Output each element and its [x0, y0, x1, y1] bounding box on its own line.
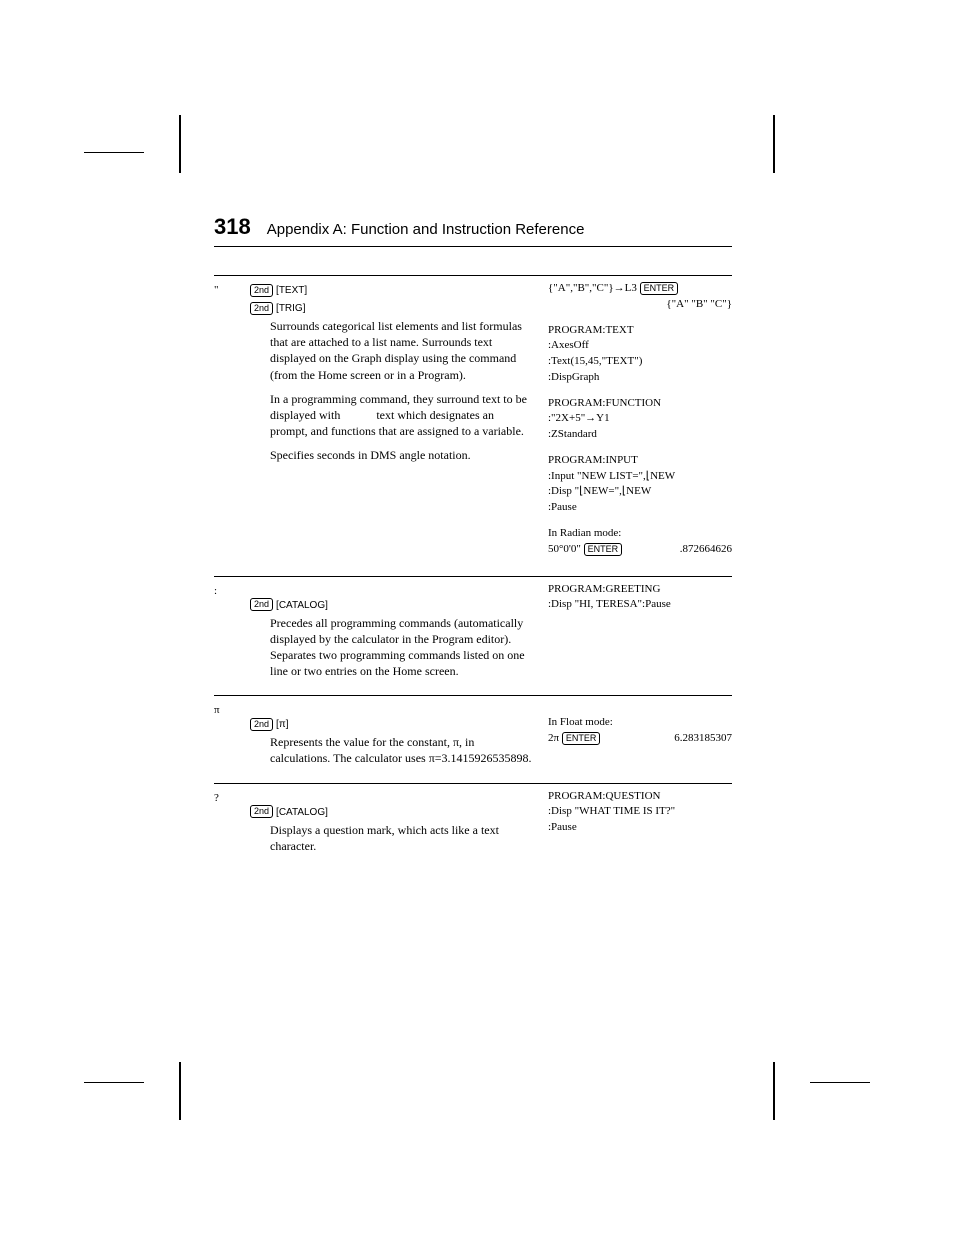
desc-paragraph: Displays a question mark, which acts lik…	[270, 822, 536, 854]
key-label: π	[279, 719, 286, 730]
example-block: PROGRAM:TEXT :AxesOff :Text(15,45,"TEXT"…	[548, 324, 732, 385]
example-row: 2π ENTER 6.283185307	[548, 732, 732, 745]
second-key-icon: 2nd	[250, 598, 273, 611]
second-key-icon: 2nd	[250, 284, 273, 297]
entry-middle: 2nd [CATALOG] Displays a question mark, …	[250, 790, 548, 862]
second-key-icon: 2nd	[250, 718, 273, 731]
entry-question: ? 2nd [CATALOG] Displays a question mark…	[214, 783, 732, 862]
entry-examples: PROGRAM:GREETING :Disp "HI, TERESA":Paus…	[548, 583, 732, 688]
example-output: {"A" "B" "C"}	[548, 298, 732, 312]
desc-paragraph: Represents the value for the constant, π…	[270, 734, 536, 766]
example-input: 50°0'0" ENTER	[548, 543, 622, 556]
crop-mark	[179, 1062, 181, 1120]
page-title: Appendix A: Function and Instruction Ref…	[267, 221, 585, 238]
entry-description: Precedes all programming commands (autom…	[270, 615, 536, 680]
desc-paragraph: Precedes all programming commands (autom…	[270, 615, 536, 680]
example-block: In Float mode: 2π ENTER 6.283185307	[548, 716, 732, 745]
program-title: PROGRAM:INPUT	[548, 454, 732, 468]
key-sequence: 2nd [TEXT]	[250, 282, 536, 297]
desc-text: prompt, and functions that are assigned …	[270, 424, 524, 438]
desc-paragraph: Surrounds categorical list elements and …	[270, 318, 536, 383]
crop-mark	[773, 115, 775, 173]
example-block: PROGRAM:INPUT :Input "NEW LIST=",⌊NEW :D…	[548, 454, 732, 515]
enter-key-icon: ENTER	[640, 282, 679, 295]
program-line: :Pause	[548, 821, 732, 835]
example-output: 6.283185307	[674, 732, 732, 744]
entry-colon: : 2nd [CATALOG] Precedes all programming…	[214, 576, 732, 688]
program-title: PROGRAM:TEXT	[548, 324, 732, 338]
program-line: :Disp "WHAT TIME IS IT?"	[548, 805, 732, 819]
example-row: 50°0'0" ENTER .872664626	[548, 543, 732, 556]
mode-label: In Radian mode:	[548, 527, 732, 541]
key-label: TRIG	[279, 303, 303, 314]
crop-mark	[84, 1082, 144, 1083]
key-sequence: 2nd [π]	[250, 716, 536, 731]
desc-text: text which designates an	[376, 408, 494, 422]
entry-description: Surrounds categorical list elements and …	[270, 318, 536, 464]
entry-pi: π 2nd [π] Represents the value for the c…	[214, 695, 732, 774]
key-sequence: 2nd [TRIG]	[250, 300, 536, 315]
crop-mark	[773, 1062, 775, 1120]
entry-description: Represents the value for the constant, π…	[270, 734, 536, 766]
program-line: :AxesOff	[548, 339, 732, 353]
example-input: 2π ENTER	[548, 732, 600, 745]
page-content: 318 Appendix A: Function and Instruction…	[214, 214, 732, 870]
example-block: {"A","B","C"}→L3 ENTER {"A" "B" "C"}	[548, 282, 732, 312]
example-line: {"A","B","C"}→L3 ENTER	[548, 282, 732, 296]
key-bracket: ]	[325, 806, 328, 817]
enter-key-icon: ENTER	[562, 732, 601, 745]
program-line: :Input "NEW LIST=",⌊NEW	[548, 470, 732, 484]
program-title: PROGRAM:QUESTION	[548, 790, 732, 804]
mode-label: In Float mode:	[548, 716, 732, 730]
key-sequence: 2nd [CATALOG]	[250, 804, 536, 819]
key-bracket: ]	[325, 599, 328, 610]
entry-middle: 2nd [π] Represents the value for the con…	[250, 702, 548, 774]
key-sequence: 2nd [CATALOG]	[250, 597, 536, 612]
entry-examples: In Float mode: 2π ENTER 6.283185307	[548, 702, 732, 774]
program-line: :DispGraph	[548, 371, 732, 385]
entry-symbol: :	[214, 583, 250, 688]
key-label: TEXT	[279, 285, 305, 296]
enter-key-icon: ENTER	[584, 543, 623, 556]
program-title: PROGRAM:FUNCTION	[548, 397, 732, 411]
example-text: 50°0'0"	[548, 543, 581, 555]
crop-mark	[810, 1082, 870, 1083]
second-key-icon: 2nd	[250, 302, 273, 315]
entry-middle: 2nd [CATALOG] Precedes all programming c…	[250, 583, 548, 688]
program-line: :ZStandard	[548, 428, 732, 442]
entry-symbol: π	[214, 702, 250, 774]
crop-mark	[84, 152, 144, 153]
page-header: 318 Appendix A: Function and Instruction…	[214, 214, 732, 247]
crop-mark	[179, 115, 181, 173]
key-bracket: ]	[303, 303, 306, 314]
desc-paragraph: In a programming command, they surround …	[270, 391, 536, 440]
entry-middle: 2nd [TEXT] 2nd [TRIG] Surrounds categori…	[250, 282, 548, 568]
program-line: :Disp "⌊NEW=",⌊NEW	[548, 485, 732, 499]
example-block: In Radian mode: 50°0'0" ENTER .872664626	[548, 527, 732, 556]
example-text: 2π	[548, 732, 559, 744]
example-input: {"A","B","C"}→L3	[548, 282, 637, 294]
key-label: CATALOG	[279, 599, 325, 610]
program-title: PROGRAM:GREETING	[548, 583, 732, 597]
example-block: PROGRAM:QUESTION :Disp "WHAT TIME IS IT?…	[548, 790, 732, 835]
desc-paragraph: Specifies seconds in DMS angle notation.	[270, 447, 536, 463]
second-key-icon: 2nd	[250, 805, 273, 818]
entry-examples: {"A","B","C"}→L3 ENTER {"A" "B" "C"} PRO…	[548, 282, 732, 568]
entry-symbol: "	[214, 282, 250, 568]
entry-quote: " 2nd [TEXT] 2nd [TRIG] Surrounds catego…	[214, 275, 732, 568]
entry-description: Displays a question mark, which acts lik…	[270, 822, 536, 854]
program-line: :Pause	[548, 501, 732, 515]
program-line: :"2X+5"→Y1	[548, 412, 732, 426]
entry-examples: PROGRAM:QUESTION :Disp "WHAT TIME IS IT?…	[548, 790, 732, 862]
example-block: PROGRAM:FUNCTION :"2X+5"→Y1 :ZStandard	[548, 397, 732, 442]
program-line: :Disp "HI, TERESA":Pause	[548, 598, 732, 612]
entry-symbol: ?	[214, 790, 250, 862]
example-output: .872664626	[680, 543, 732, 555]
program-line: :Text(15,45,"TEXT")	[548, 355, 732, 369]
example-block: PROGRAM:GREETING :Disp "HI, TERESA":Paus…	[548, 583, 732, 613]
key-label: CATALOG	[279, 806, 325, 817]
key-bracket: ]	[304, 285, 307, 296]
key-bracket: ]	[286, 719, 289, 730]
page-number: 318	[214, 214, 251, 240]
